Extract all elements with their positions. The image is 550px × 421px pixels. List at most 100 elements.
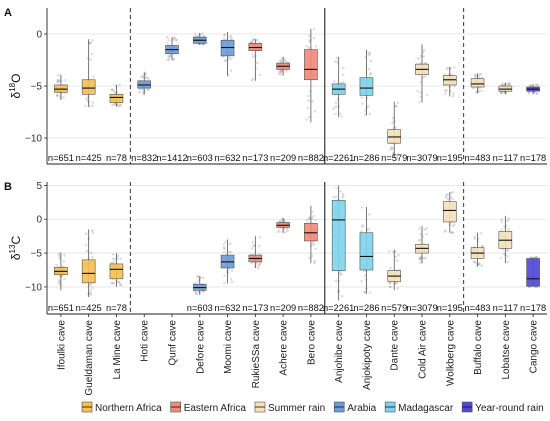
data-point [223, 247, 226, 251]
data-point [500, 218, 503, 221]
data-point [305, 44, 309, 48]
data-point [474, 261, 478, 265]
data-point [113, 257, 117, 261]
data-point [396, 101, 400, 104]
data-point [368, 112, 372, 115]
data-point [277, 229, 281, 232]
data-point [419, 255, 422, 259]
sample-size-label: n=2261 [323, 153, 354, 163]
legend-item: Eastern Africa [170, 401, 247, 414]
data-point [147, 77, 151, 81]
data-point [449, 191, 453, 195]
sample-size-label: n=195 [437, 303, 463, 313]
sample-size-label: n=178 [520, 303, 546, 313]
data-point [332, 107, 336, 110]
data-point [166, 58, 170, 61]
data-point [499, 256, 503, 260]
data-point [360, 96, 364, 99]
data-point [308, 115, 311, 119]
data-point [278, 220, 282, 223]
data-point [116, 254, 120, 258]
data-point [116, 257, 119, 260]
data-point [417, 239, 420, 242]
data-point [474, 75, 477, 78]
legend-item: Year-round rain [461, 401, 544, 414]
data-point [277, 72, 281, 76]
data-point [478, 72, 481, 76]
data-point [110, 281, 113, 285]
data-point [506, 82, 510, 85]
data-point [285, 227, 289, 231]
sample-size-label: n=632 [214, 153, 240, 163]
data-point [279, 69, 283, 72]
data-point [223, 281, 226, 285]
data-point [311, 100, 314, 103]
data-point [502, 252, 506, 256]
legend-label: Arabia [347, 403, 376, 414]
x-tick-label: Cango cave [529, 320, 540, 374]
data-point [397, 253, 400, 257]
x-tick-label: Gueldaman cave [84, 320, 95, 396]
data-point [91, 39, 94, 42]
data-point [145, 76, 149, 79]
legend-item: Arabia [333, 401, 377, 414]
data-point [419, 261, 422, 265]
data-point [396, 287, 399, 290]
data-point [111, 281, 114, 285]
data-point [416, 89, 419, 93]
box-bero-cave: n=882 [298, 205, 324, 313]
data-point [224, 59, 228, 63]
data-point [279, 73, 283, 76]
data-point [536, 83, 540, 87]
box-lobatse-cave: n=117 [493, 82, 518, 163]
data-point [144, 73, 147, 77]
legend-label: Eastern Africa [184, 403, 247, 414]
data-point [418, 101, 421, 104]
data-point [472, 86, 475, 90]
data-point [119, 283, 122, 287]
data-point [250, 246, 254, 250]
data-point [91, 231, 95, 234]
data-point [311, 241, 315, 245]
data-point [334, 101, 338, 105]
data-point [56, 79, 60, 82]
x-tick-label: Lobatse cave [501, 320, 512, 380]
data-point [313, 261, 317, 265]
data-point [505, 248, 509, 251]
data-point [58, 280, 61, 283]
data-point [57, 281, 61, 285]
data-point [500, 91, 503, 94]
sample-size-label: n=882 [298, 303, 324, 313]
data-point [474, 90, 478, 94]
data-point [277, 230, 280, 234]
data-point [195, 292, 198, 296]
data-point [308, 40, 311, 43]
data-point [360, 279, 363, 283]
sample-size-label: n=78 [106, 153, 127, 163]
data-point [422, 76, 425, 79]
data-point [418, 257, 422, 260]
x-tick-label: Anjokipoty cave [362, 320, 373, 390]
panel-letter: A [4, 7, 12, 19]
data-point [117, 280, 121, 284]
data-point [529, 256, 533, 259]
sample-size-label: n=209 [270, 153, 296, 163]
data-point [279, 59, 283, 62]
data-point [419, 232, 423, 236]
data-point [119, 283, 123, 286]
x-tick-label: Defore cave [195, 320, 206, 374]
data-point [222, 250, 226, 254]
box [304, 49, 318, 81]
sample-size-label: n=195 [437, 153, 463, 163]
data-point [389, 148, 392, 151]
box-anjohibe-cave: n=2261 [323, 56, 354, 163]
sample-size-label: n=579 [381, 303, 407, 313]
data-point [58, 80, 61, 83]
data-point [368, 73, 372, 76]
data-point [335, 56, 339, 59]
box-buffalo-cave: n=483 [464, 231, 491, 313]
data-point [388, 281, 392, 285]
data-point [528, 84, 532, 88]
data-point [530, 84, 534, 88]
data-point [283, 59, 287, 63]
